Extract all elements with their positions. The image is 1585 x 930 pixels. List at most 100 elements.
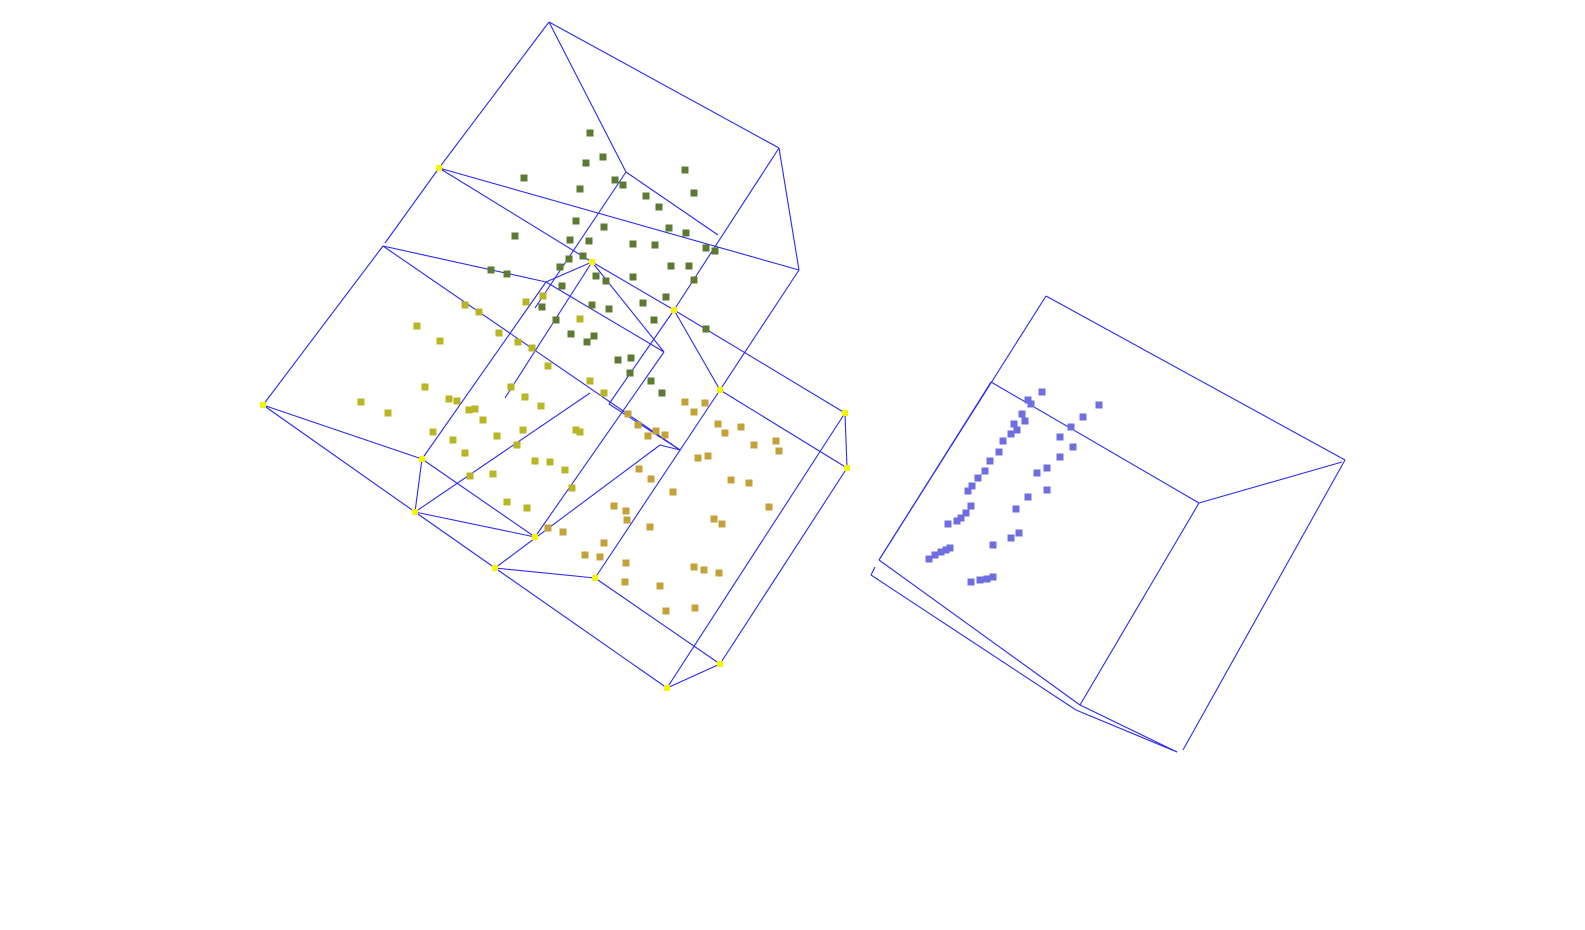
vertex-marker — [492, 565, 498, 571]
data-point — [1012, 505, 1020, 513]
data-point — [521, 393, 529, 401]
data-point — [626, 369, 634, 377]
data-point — [520, 174, 528, 182]
data-point — [962, 509, 970, 517]
data-point — [539, 292, 547, 300]
wire-edge — [384, 167, 440, 244]
data-point — [1024, 493, 1032, 501]
data-point — [652, 427, 660, 435]
data-point — [642, 192, 650, 200]
vertex-marker — [260, 402, 266, 408]
data-point — [600, 389, 608, 397]
wire-edge — [494, 567, 668, 689]
data-point — [559, 528, 567, 536]
data-point — [974, 474, 982, 482]
data-point — [661, 431, 669, 439]
data-point — [721, 429, 729, 437]
wire-edge — [414, 458, 423, 513]
vertex-marker — [589, 259, 595, 265]
vertex-marker — [592, 575, 598, 581]
data-point — [690, 408, 698, 416]
data-point — [1013, 426, 1021, 434]
data-point — [475, 308, 483, 316]
data-point — [681, 398, 689, 406]
data-point — [572, 217, 580, 225]
wire-edge — [421, 281, 547, 460]
data-point — [461, 301, 469, 309]
data-point — [511, 232, 519, 240]
wire-edge — [1079, 502, 1200, 706]
data-point — [944, 520, 952, 528]
data-point — [745, 479, 753, 487]
data-point — [682, 229, 690, 237]
data-point — [1015, 529, 1023, 537]
wire-edge — [594, 577, 721, 665]
data-point — [495, 329, 503, 337]
wire-edge — [262, 245, 384, 406]
data-point — [1056, 453, 1064, 461]
wire-edge — [1182, 459, 1346, 751]
wire-edge — [625, 171, 719, 236]
wire-edge — [545, 261, 593, 283]
data-point — [1024, 396, 1032, 404]
data-point — [1021, 417, 1029, 425]
data-point — [650, 316, 658, 324]
data-point — [750, 441, 758, 449]
data-point — [1079, 413, 1087, 421]
wire-edge — [719, 467, 848, 665]
data-point — [981, 467, 989, 475]
data-point — [644, 432, 652, 440]
data-point — [572, 426, 580, 434]
data-point — [522, 298, 530, 306]
wire-edge — [778, 147, 800, 271]
data-point — [576, 315, 584, 323]
data-point — [937, 548, 945, 556]
wire-edge — [1075, 709, 1178, 753]
data-point — [582, 159, 590, 167]
data-point — [599, 153, 607, 161]
wire-edge — [870, 574, 1077, 711]
data-point — [561, 466, 569, 474]
data-point — [445, 395, 453, 403]
wire-edge — [608, 403, 681, 451]
data-point — [568, 484, 576, 492]
wire-edge — [494, 567, 596, 579]
data-point — [429, 428, 437, 436]
wire-edge — [548, 21, 780, 149]
data-point — [514, 338, 522, 346]
data-point — [681, 166, 689, 174]
data-point — [999, 437, 1007, 445]
wire-edge — [262, 404, 416, 513]
data-point — [718, 520, 726, 528]
data-point — [986, 457, 994, 465]
data-point — [629, 273, 637, 281]
data-point — [627, 354, 635, 362]
wire-edge — [1198, 461, 1343, 504]
data-point — [583, 338, 591, 346]
data-point — [565, 255, 573, 263]
data-point — [1067, 423, 1075, 431]
data-point — [647, 377, 655, 385]
data-point — [702, 325, 710, 333]
data-point — [357, 398, 365, 406]
wire-edge — [534, 351, 665, 538]
data-point — [662, 607, 670, 615]
data-point — [602, 277, 610, 285]
wire-edge — [438, 21, 550, 169]
data-point — [953, 517, 961, 525]
wire-edge — [494, 444, 661, 569]
data-point — [685, 262, 693, 270]
data-point — [715, 569, 723, 577]
data-point — [622, 507, 630, 515]
data-point — [714, 420, 722, 428]
data-point — [968, 482, 976, 490]
data-point — [567, 330, 575, 338]
data-point — [925, 555, 933, 563]
data-point — [942, 546, 950, 554]
data-point — [957, 514, 965, 522]
data-point — [662, 293, 670, 301]
wire-edge — [878, 559, 1081, 706]
wire-edge — [1079, 704, 1178, 753]
